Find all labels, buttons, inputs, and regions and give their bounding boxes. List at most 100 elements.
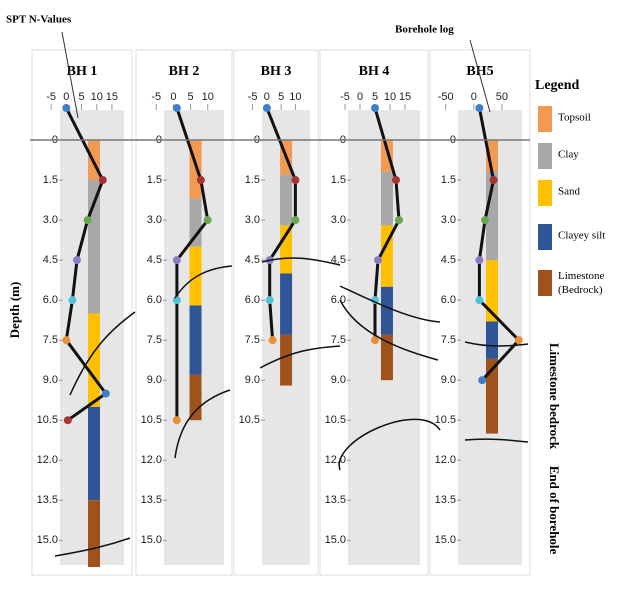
y-tick-label: 4.5 <box>43 254 58 266</box>
legend-label-line: (Bedrock) <box>558 284 603 296</box>
y-tick-label: 12.0 <box>325 454 346 466</box>
legend-swatch <box>538 224 552 250</box>
soil-layer <box>486 321 498 358</box>
soil-layer <box>190 247 202 306</box>
spt-point <box>392 176 400 184</box>
y-tick-label: 15.0 <box>435 534 456 546</box>
soil-layer <box>280 175 292 226</box>
spt-point <box>475 104 483 112</box>
x-tick-label: 0 <box>264 91 270 103</box>
y-tick-label: 13.5 <box>37 494 58 506</box>
y-tick-label: 4.5 <box>147 254 162 266</box>
borehole-panel: BH 4-505101501.53.04.56.07.59.010.512.01… <box>320 50 428 575</box>
spt-point <box>478 376 486 384</box>
x-tick-label: 0 <box>471 91 477 103</box>
figure: BH 1-505101501.53.04.56.07.59.010.512.01… <box>0 0 623 600</box>
y-tick-label: 10.5 <box>239 414 260 426</box>
panel-title: BH 3 <box>261 64 292 79</box>
x-tick-label: 0 <box>170 91 176 103</box>
y-tick-label: 9.0 <box>245 374 260 386</box>
spt-point <box>173 104 181 112</box>
y-tick-label: 10.5 <box>325 414 346 426</box>
x-tick-label: 10 <box>202 91 214 103</box>
y-tick-label: 6.0 <box>147 294 162 306</box>
soil-layer <box>88 500 100 567</box>
spt-point <box>489 176 497 184</box>
y-tick-label: 15.0 <box>325 534 346 546</box>
y-tick-label: 1.5 <box>147 174 162 186</box>
spt-point <box>99 176 107 184</box>
y-tick-label: 3.0 <box>331 214 346 226</box>
soil-layer <box>381 287 393 335</box>
spt-point <box>266 296 274 304</box>
legend-title: Legend <box>535 78 580 93</box>
borehole-panel: BH5-5005001.53.04.56.07.59.010.512.013.5… <box>430 50 530 575</box>
spt-point <box>64 416 72 424</box>
spt-point <box>481 216 489 224</box>
spt-point <box>62 104 70 112</box>
y-tick-label: 3.0 <box>441 214 456 226</box>
spt-point <box>371 104 379 112</box>
legend-swatch <box>538 143 552 169</box>
x-tick-label: 10 <box>384 91 396 103</box>
borehole-panel: BH 3-5051001.53.04.56.07.59.010.5 <box>234 50 318 575</box>
y-tick-label: 15.0 <box>141 534 162 546</box>
y-tick-label: 15.0 <box>37 534 58 546</box>
legend-label: Sand <box>558 186 581 198</box>
y-tick-label: 1.5 <box>441 174 456 186</box>
spt-point <box>263 104 271 112</box>
x-tick-label: -50 <box>438 91 454 103</box>
y-tick-label: 12.0 <box>37 454 58 466</box>
y-tick-label: 3.0 <box>43 214 58 226</box>
y-tick-label: 12.0 <box>141 454 162 466</box>
spt-point <box>395 216 403 224</box>
y-tick-label: 13.5 <box>141 494 162 506</box>
x-tick-label: 15 <box>106 91 118 103</box>
y-tick-label: 1.5 <box>245 174 260 186</box>
x-tick-label: 5 <box>188 91 194 103</box>
y-tick-label: 6.0 <box>331 294 346 306</box>
panels: BH 1-505101501.53.04.56.07.59.010.512.01… <box>32 50 530 575</box>
y-tick-label: 7.5 <box>245 334 260 346</box>
spt-point <box>84 216 92 224</box>
y-tick-label: 4.5 <box>245 254 260 266</box>
panel-title: BH 4 <box>359 64 390 79</box>
x-tick-label: 5 <box>278 91 284 103</box>
legend-label: Topsoil <box>558 112 591 124</box>
legend-swatch <box>538 106 552 132</box>
spt-point <box>102 390 110 398</box>
y-tick-label: 9.0 <box>147 374 162 386</box>
soil-layer <box>381 172 393 225</box>
soil-layer <box>88 313 100 406</box>
x-tick-label: 10 <box>289 91 301 103</box>
annotation: Limestone bedrock <box>547 343 562 450</box>
soil-layer <box>88 407 100 500</box>
spt-point <box>291 176 299 184</box>
y-tick-label: 9.0 <box>331 374 346 386</box>
spt-point <box>204 216 212 224</box>
x-tick-label: 15 <box>399 91 411 103</box>
panel-title: BH 2 <box>169 64 200 79</box>
soil-layer <box>190 375 202 420</box>
borehole-panel: BH 1-505101501.53.04.56.07.59.010.512.01… <box>32 50 132 575</box>
y-tick-label: 3.0 <box>147 214 162 226</box>
x-tick-label: -5 <box>340 91 350 103</box>
y-tick-label: 9.0 <box>441 374 456 386</box>
y-tick-label: 6.0 <box>43 294 58 306</box>
y-tick-label: 7.5 <box>43 334 58 346</box>
y-tick-label: 1.5 <box>331 174 346 186</box>
y-tick-label: 13.5 <box>325 494 346 506</box>
y-tick-label: 7.5 <box>331 334 346 346</box>
legend-swatch <box>538 180 552 206</box>
borehole-panel: BH 2-5051001.53.04.56.07.59.010.512.013.… <box>136 50 232 575</box>
x-tick-label: 5 <box>78 91 84 103</box>
y-axis-label: Depth (m) <box>7 282 22 339</box>
y-tick-label: 6.0 <box>441 294 456 306</box>
y-tick-label: 1.5 <box>43 174 58 186</box>
spt-point <box>68 296 76 304</box>
y-tick-label: 10.5 <box>141 414 162 426</box>
legend-label: Clay <box>558 149 579 161</box>
annotation: SPT N-Values <box>6 14 72 26</box>
spt-point <box>515 336 523 344</box>
spt-point <box>173 296 181 304</box>
